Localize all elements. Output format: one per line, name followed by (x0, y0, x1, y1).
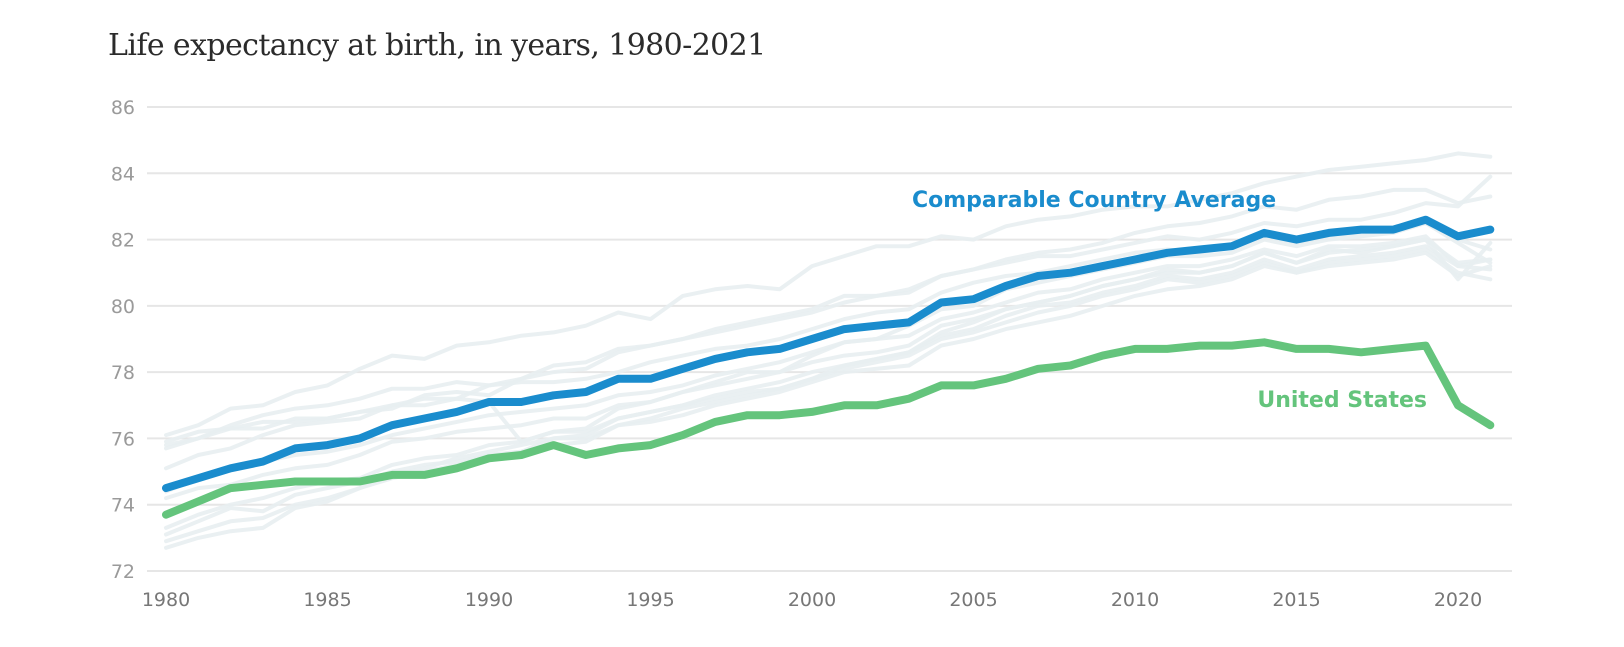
highlighted-series (162, 215, 1495, 519)
series-label-comparable-average: Comparable Country Average (912, 188, 1276, 213)
x-tick-label: 1995 (626, 589, 674, 611)
comparable-country-line-1 (164, 151, 1493, 438)
x-tick-label: 2010 (1111, 589, 1159, 611)
y-tick-label: 76 (111, 428, 135, 450)
comparable-country-line-8 (164, 244, 1493, 530)
chart-title: Life expectancy at birth, in years, 1980… (108, 28, 766, 63)
series-line-united-states (162, 338, 1495, 519)
y-tick-label: 74 (111, 495, 135, 517)
x-tick-label: 1990 (465, 589, 513, 611)
x-tick-label: 2005 (949, 589, 997, 611)
comparable-country-lines (164, 151, 1493, 550)
x-tick-label: 1980 (142, 589, 190, 611)
y-tick-label: 80 (111, 296, 135, 318)
x-tick-label: 1985 (303, 589, 351, 611)
y-tick-label: 78 (111, 362, 135, 384)
y-axis-ticks: 72 74 76 78 80 82 84 86 (111, 97, 135, 583)
y-tick-label: 84 (111, 163, 135, 185)
x-tick-label: 2020 (1434, 589, 1482, 611)
x-tick-label: 2000 (788, 589, 836, 611)
gridlines (147, 106, 1512, 572)
comparable-country-line-6 (164, 234, 1493, 494)
y-tick-label: 86 (111, 97, 135, 119)
comparable-country-line-2 (164, 187, 1493, 448)
y-tick-label: 72 (111, 561, 135, 583)
series-line-comparable-country-average (162, 215, 1495, 493)
series-label-united-states: United States (1257, 388, 1427, 413)
y-tick-label: 82 (111, 230, 135, 252)
x-tick-label: 2015 (1272, 589, 1320, 611)
x-axis-ticks: 1980 1985 1990 1995 2000 2005 2010 2015 2020 (142, 589, 1482, 611)
